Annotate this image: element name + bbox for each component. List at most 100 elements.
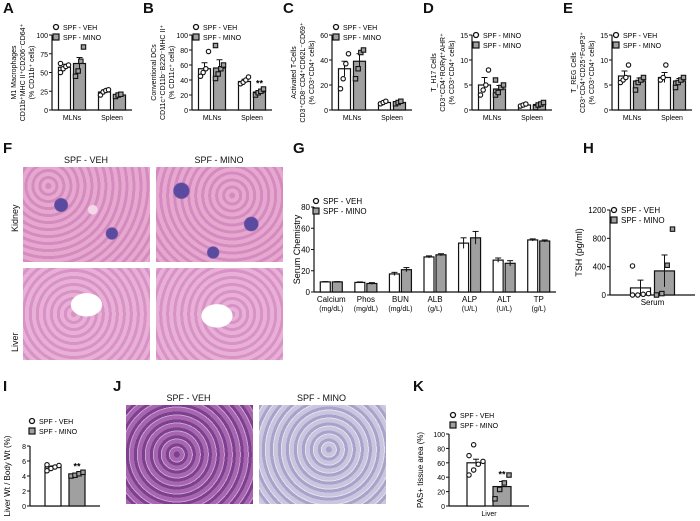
panel-letter-c: C [283,0,294,17]
pas-liver-veh-image [126,405,253,504]
svg-text:Serum: Serum [641,298,665,307]
chart-g-serum-chemistry: 0 20 40 60 80 Serum Chemistry SPF - VEH SPF - M… [290,195,560,330]
he-kidney-mino-image [156,167,283,262]
svg-text:SPF - VEH: SPF - VEH [63,25,97,32]
svg-text:**: ** [73,461,81,471]
svg-text:MLNs: MLNs [623,115,642,122]
panel-letter-g: G [293,140,305,157]
svg-text:400: 400 [593,263,607,272]
svg-text:Activated T-Cells: Activated T-Cells [291,46,298,99]
svg-text:SPF - MINO: SPF - MINO [483,33,522,40]
svg-text:20: 20 [320,83,328,90]
svg-text:BUN: BUN [392,295,409,304]
svg-text:0: 0 [602,291,607,300]
svg-text:T_REG Cells: T_REG Cells [571,52,578,93]
svg-text:(U/L): (U/L) [496,306,512,313]
svg-text:(% CD11b⁺ cells): (% CD11b⁺ cells) [29,46,36,100]
svg-text:100: 100 [176,33,188,40]
svg-text:80: 80 [437,446,445,453]
svg-text:4: 4 [22,474,26,481]
svg-text:40: 40 [180,78,188,85]
svg-text:20: 20 [180,93,188,100]
svg-text:40: 40 [437,475,445,482]
svg-text:60: 60 [180,63,188,70]
svg-text:(g/L): (g/L) [428,306,442,313]
svg-text:0: 0 [604,108,608,115]
svg-text:ALP: ALP [462,295,477,304]
svg-text:SPF - MINO: SPF - MINO [460,423,499,430]
svg-text:CD3⁺CD8⁻CD4⁺CD62L⁻CD69⁺: CD3⁺CD8⁻CD4⁺CD62L⁻CD69⁺ [300,22,307,122]
svg-text:MLNs: MLNs [343,115,362,122]
svg-text:5: 5 [604,83,608,90]
svg-text:8: 8 [22,444,26,451]
svg-text:40: 40 [320,58,328,65]
svg-text:(g/L): (g/L) [532,306,546,313]
svg-text:(mg/dL): (mg/dL) [319,306,343,313]
svg-text:60: 60 [437,461,445,468]
f-row-label-liver: Liver [10,332,20,352]
svg-text:0: 0 [22,504,26,511]
svg-text:CD11c⁺CD11b⁻B220⁻MHC II⁺: CD11c⁺CD11b⁻B220⁻MHC II⁺ [160,25,167,120]
svg-text:SPF - VEH: SPF - VEH [323,197,362,206]
svg-text:2: 2 [22,489,26,496]
svg-text:Spleen: Spleen [661,115,683,122]
svg-text:800: 800 [593,234,607,243]
svg-text:SPF - VEH: SPF - VEH [343,25,377,32]
svg-text:60: 60 [301,224,310,233]
svg-text:0: 0 [464,108,468,115]
svg-text:T_H17 Cells: T_H17 Cells [431,53,438,92]
svg-text:SPF - MINO: SPF - MINO [63,35,102,42]
svg-text:Conventional DCs: Conventional DCs [151,44,158,101]
svg-text:MLNs: MLNs [203,115,222,122]
svg-text:CD3⁺CD4⁺RORγt⁺AHR⁺: CD3⁺CD4⁺RORγt⁺AHR⁺ [440,33,447,112]
svg-text:SPF - VEH: SPF - VEH [621,206,660,215]
chart-c-activated-t-cells: 0 20 40 60 Activated T-Cells CD3⁺CD8⁻CD4⁺CD62… [280,18,420,143]
panel-letter-k: K [413,378,424,395]
svg-text:Spleen: Spleen [381,115,403,122]
pas-liver-mino-image [259,405,386,504]
svg-text:100: 100 [36,33,48,40]
svg-text:0: 0 [184,108,188,115]
svg-text:SPF - MINO: SPF - MINO [343,35,382,42]
svg-text:TSH (pg/ml): TSH (pg/ml) [574,228,584,277]
chart-h-tsh: 0 400 800 1200 TSH (pg/ml) SPF - VEH SPF - MIN… [572,195,700,330]
svg-text:Liver: Liver [481,511,497,516]
svg-text:5: 5 [464,83,468,90]
svg-text:80: 80 [180,48,188,55]
svg-text:ALB: ALB [427,295,442,304]
svg-text:SPF - VEH: SPF - VEH [203,25,237,32]
svg-text:SPF - MINO: SPF - MINO [39,429,78,436]
svg-text:15: 15 [600,33,608,40]
svg-text:0: 0 [441,504,445,511]
svg-text:TP: TP [534,295,544,304]
svg-text:SPF - VEH: SPF - VEH [39,419,73,426]
svg-text:SPF - MINO: SPF - MINO [323,207,367,216]
svg-text:ALT: ALT [497,295,511,304]
svg-text:(% CD3⁺CD4⁺ cells): (% CD3⁺CD4⁺ cells) [589,40,596,104]
j-col-label-mino: SPF - MINO [297,393,346,403]
svg-text:20: 20 [437,490,445,497]
svg-text:10: 10 [460,58,468,65]
svg-text:M1 Macrophages: M1 Macrophages [11,45,18,100]
svg-text:60: 60 [320,33,328,40]
svg-text:(% CD3⁺CD4⁺ cells): (% CD3⁺CD4⁺ cells) [309,40,316,104]
svg-text:Calcium: Calcium [317,295,346,304]
svg-text:**: ** [498,470,506,480]
svg-text:0: 0 [324,108,328,115]
svg-text:80: 80 [301,203,310,212]
svg-text:**: ** [256,79,264,89]
f-col-label-veh: SPF - VEH [63,155,108,165]
panel-letter-h: H [583,140,594,157]
f-col-label-mino: SPF - MINO [194,155,244,165]
svg-text:100: 100 [433,432,445,439]
panel-letter-e: E [563,0,574,17]
panel-letter-j: J [113,378,122,395]
svg-text:PAS+ tissue area (%): PAS+ tissue area (%) [416,432,425,508]
svg-text:SPF - VEH: SPF - VEH [623,33,657,40]
svg-text:75: 75 [40,52,48,59]
chart-d-th17-cells: 0 5 10 15 T_H17 Cells CD3⁺CD4⁺RORγt⁺AHR⁺ (% CD… [420,18,560,143]
svg-text:SPF - MINO: SPF - MINO [483,43,522,50]
svg-text:40: 40 [301,246,310,255]
svg-text:(mg/dL): (mg/dL) [388,306,412,313]
svg-text:50: 50 [40,71,48,78]
